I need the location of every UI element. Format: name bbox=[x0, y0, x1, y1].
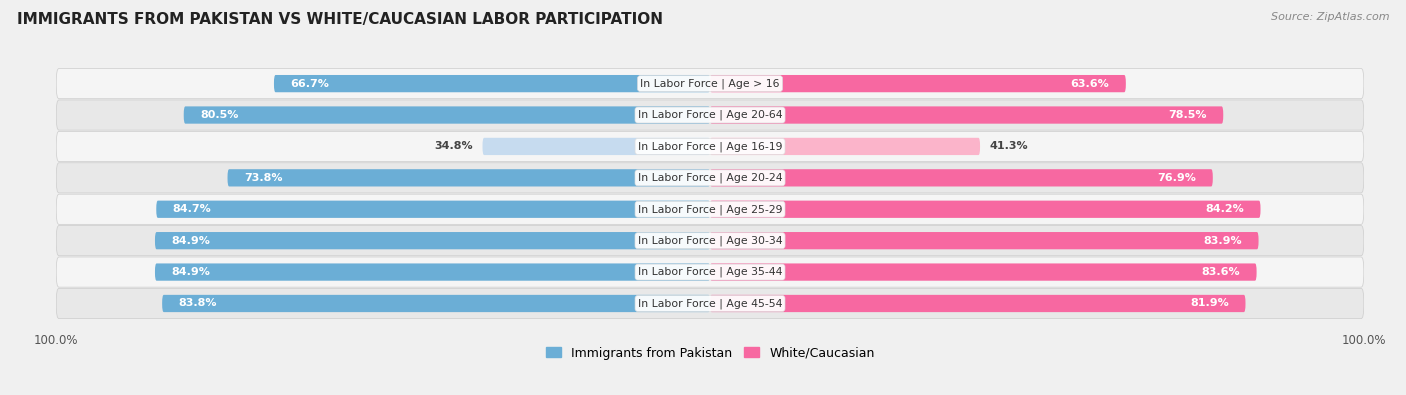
Text: In Labor Force | Age 16-19: In Labor Force | Age 16-19 bbox=[638, 141, 782, 152]
Text: 63.6%: 63.6% bbox=[1071, 79, 1109, 88]
FancyBboxPatch shape bbox=[56, 132, 1364, 162]
Text: 73.8%: 73.8% bbox=[243, 173, 283, 183]
FancyBboxPatch shape bbox=[155, 263, 710, 281]
Text: Source: ZipAtlas.com: Source: ZipAtlas.com bbox=[1271, 12, 1389, 22]
Text: 80.5%: 80.5% bbox=[200, 110, 239, 120]
FancyBboxPatch shape bbox=[710, 106, 1223, 124]
Text: 81.9%: 81.9% bbox=[1191, 299, 1229, 308]
FancyBboxPatch shape bbox=[156, 201, 710, 218]
Text: In Labor Force | Age 35-44: In Labor Force | Age 35-44 bbox=[638, 267, 782, 277]
Text: In Labor Force | Age 25-29: In Labor Force | Age 25-29 bbox=[638, 204, 782, 214]
Text: 34.8%: 34.8% bbox=[434, 141, 472, 151]
FancyBboxPatch shape bbox=[710, 138, 980, 155]
FancyBboxPatch shape bbox=[710, 295, 1246, 312]
FancyBboxPatch shape bbox=[56, 226, 1364, 256]
Text: 83.6%: 83.6% bbox=[1202, 267, 1240, 277]
FancyBboxPatch shape bbox=[56, 100, 1364, 130]
FancyBboxPatch shape bbox=[710, 201, 1261, 218]
FancyBboxPatch shape bbox=[56, 69, 1364, 99]
Text: In Labor Force | Age 20-24: In Labor Force | Age 20-24 bbox=[638, 173, 782, 183]
FancyBboxPatch shape bbox=[482, 138, 710, 155]
FancyBboxPatch shape bbox=[710, 75, 1126, 92]
FancyBboxPatch shape bbox=[710, 263, 1257, 281]
Text: In Labor Force | Age 20-64: In Labor Force | Age 20-64 bbox=[638, 110, 782, 120]
FancyBboxPatch shape bbox=[155, 232, 710, 249]
Text: 78.5%: 78.5% bbox=[1168, 110, 1206, 120]
FancyBboxPatch shape bbox=[56, 257, 1364, 287]
Text: In Labor Force | Age > 16: In Labor Force | Age > 16 bbox=[640, 78, 780, 89]
FancyBboxPatch shape bbox=[274, 75, 710, 92]
Text: In Labor Force | Age 30-34: In Labor Force | Age 30-34 bbox=[638, 235, 782, 246]
FancyBboxPatch shape bbox=[56, 194, 1364, 224]
FancyBboxPatch shape bbox=[228, 169, 710, 186]
Text: 83.9%: 83.9% bbox=[1204, 236, 1243, 246]
FancyBboxPatch shape bbox=[710, 232, 1258, 249]
Text: In Labor Force | Age 45-54: In Labor Force | Age 45-54 bbox=[638, 298, 782, 309]
FancyBboxPatch shape bbox=[162, 295, 710, 312]
Text: 84.9%: 84.9% bbox=[172, 267, 209, 277]
Text: 84.9%: 84.9% bbox=[172, 236, 209, 246]
Text: 84.7%: 84.7% bbox=[173, 204, 211, 214]
Text: 66.7%: 66.7% bbox=[290, 79, 329, 88]
Legend: Immigrants from Pakistan, White/Caucasian: Immigrants from Pakistan, White/Caucasia… bbox=[540, 342, 880, 365]
FancyBboxPatch shape bbox=[184, 106, 710, 124]
Text: 84.2%: 84.2% bbox=[1205, 204, 1244, 214]
FancyBboxPatch shape bbox=[710, 169, 1213, 186]
Text: 41.3%: 41.3% bbox=[990, 141, 1028, 151]
Text: IMMIGRANTS FROM PAKISTAN VS WHITE/CAUCASIAN LABOR PARTICIPATION: IMMIGRANTS FROM PAKISTAN VS WHITE/CAUCAS… bbox=[17, 12, 662, 27]
Text: 83.8%: 83.8% bbox=[179, 299, 217, 308]
Text: 76.9%: 76.9% bbox=[1157, 173, 1197, 183]
FancyBboxPatch shape bbox=[56, 163, 1364, 193]
FancyBboxPatch shape bbox=[56, 288, 1364, 318]
